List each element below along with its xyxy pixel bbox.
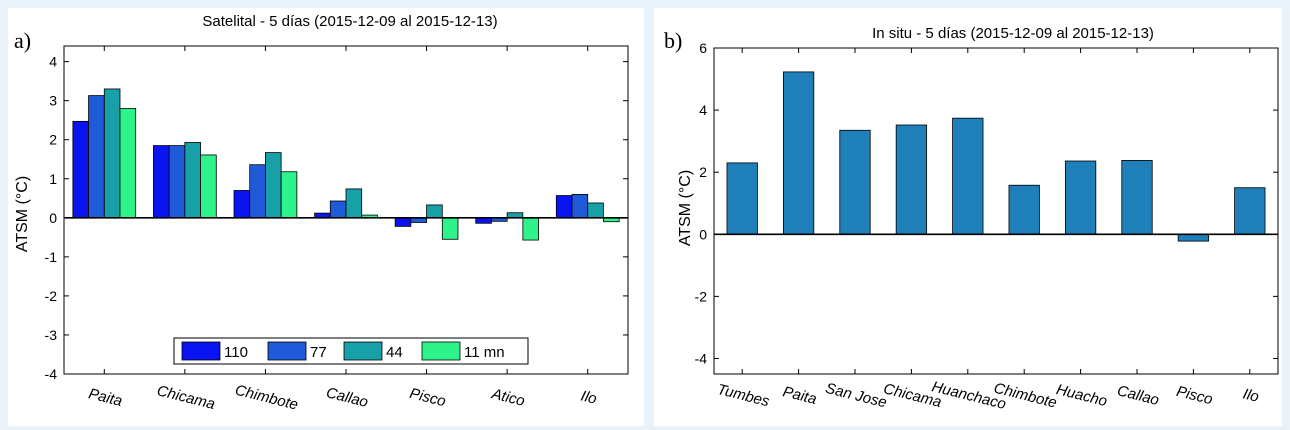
y-tick-label: 4 bbox=[699, 102, 707, 118]
bar bbox=[345, 188, 363, 219]
category-label: Tumbes bbox=[715, 381, 771, 410]
chart-panel-b: b) In situ - 5 días (2015-12-09 al 2015-… bbox=[664, 25, 1279, 413]
y-axis-label-a: ATSM (°C) bbox=[14, 176, 31, 252]
category-label: Paita bbox=[781, 383, 818, 408]
bar bbox=[265, 152, 282, 219]
panel-a-card: a) Satelital - 5 días (2015-12-09 al 201… bbox=[8, 8, 644, 426]
bar bbox=[249, 164, 266, 219]
bar bbox=[441, 217, 459, 240]
y-tick-label: 2 bbox=[699, 164, 707, 180]
bar bbox=[782, 71, 815, 235]
bar bbox=[839, 129, 871, 235]
category-label: Pisco bbox=[1175, 383, 1215, 408]
plot-area bbox=[713, 47, 1279, 375]
bar bbox=[1008, 184, 1040, 235]
y-tick-label: -4 bbox=[45, 366, 58, 382]
y-tick-label: -3 bbox=[45, 327, 58, 343]
chart-title-a: Satelital - 5 días (2015-12-09 al 2015-1… bbox=[202, 13, 497, 30]
bar bbox=[329, 200, 347, 219]
category-label: Chicama bbox=[155, 382, 217, 413]
bar bbox=[426, 204, 443, 219]
bar bbox=[153, 145, 170, 219]
category-label: Ilo bbox=[1241, 385, 1260, 405]
legend-label: 77 bbox=[310, 344, 327, 361]
chart-title-b: In situ - 5 días (2015-12-09 al 2015-12-… bbox=[872, 25, 1154, 42]
legend-label: 11 mn bbox=[464, 344, 505, 361]
bar bbox=[555, 195, 573, 219]
legend-label: 110 bbox=[224, 344, 248, 361]
bar bbox=[1177, 233, 1210, 242]
bar bbox=[184, 142, 201, 219]
category-label: Ilo bbox=[579, 387, 598, 407]
category-label: Chimbote bbox=[233, 382, 299, 414]
bar bbox=[475, 217, 492, 224]
y-tick-label: 2 bbox=[49, 132, 57, 148]
legend-swatch bbox=[343, 341, 383, 361]
y-axis-label-b: ATSM (°C) bbox=[677, 170, 694, 246]
category-label: Paita bbox=[87, 385, 124, 410]
bar bbox=[952, 117, 984, 235]
y-tick-label: 6 bbox=[699, 40, 707, 56]
y-tick-label: -2 bbox=[45, 288, 58, 304]
bar bbox=[522, 217, 539, 241]
y-tick-label: 0 bbox=[49, 210, 57, 226]
category-label: Callao bbox=[324, 384, 369, 411]
y-tick-label: 0 bbox=[699, 226, 707, 242]
category-label: Pisco bbox=[408, 385, 448, 410]
bar bbox=[200, 154, 217, 219]
panel-b-card: b) In situ - 5 días (2015-12-09 al 2015-… bbox=[654, 8, 1282, 426]
y-tick-label: -2 bbox=[695, 288, 708, 304]
bar bbox=[587, 202, 604, 219]
bar bbox=[726, 162, 758, 235]
legend-swatch bbox=[421, 341, 461, 361]
bar bbox=[280, 171, 298, 219]
y-tick-label: 4 bbox=[49, 54, 57, 70]
bar bbox=[1064, 160, 1097, 235]
bar bbox=[571, 193, 589, 219]
legend-label: 44 bbox=[386, 344, 403, 361]
y-tick-label: 3 bbox=[49, 93, 57, 109]
legend-swatch bbox=[181, 341, 221, 361]
panel-label-b: b) bbox=[664, 28, 682, 53]
category-label: Atico bbox=[489, 385, 526, 410]
bar bbox=[1234, 187, 1266, 235]
category-label: Huacho bbox=[1055, 381, 1109, 410]
legend-swatch bbox=[267, 341, 307, 361]
bar bbox=[72, 120, 89, 219]
bar bbox=[1121, 159, 1153, 235]
category-label: San Jose bbox=[824, 380, 889, 412]
chart-panel-a: a) Satelital - 5 días (2015-12-09 al 201… bbox=[14, 13, 629, 414]
bar bbox=[394, 217, 412, 227]
bar bbox=[88, 95, 105, 219]
y-tick-label: -4 bbox=[695, 350, 708, 366]
bar bbox=[168, 145, 186, 219]
bar bbox=[103, 88, 121, 219]
bar bbox=[119, 108, 137, 219]
panel-label-a: a) bbox=[14, 28, 31, 53]
y-tick-label: -1 bbox=[45, 249, 58, 265]
bar bbox=[233, 190, 251, 219]
category-label: Callao bbox=[1115, 382, 1160, 409]
bar bbox=[895, 124, 928, 235]
y-tick-label: 1 bbox=[49, 171, 57, 187]
